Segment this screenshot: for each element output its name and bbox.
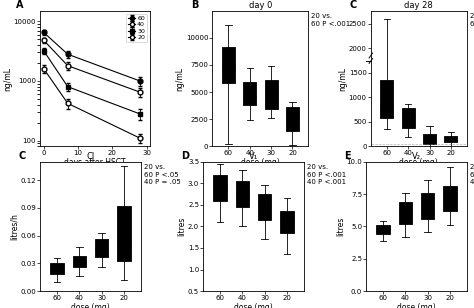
Title: V₂: V₂ bbox=[412, 152, 421, 161]
X-axis label: dose (mg): dose (mg) bbox=[400, 158, 438, 167]
PathPatch shape bbox=[264, 80, 277, 109]
PathPatch shape bbox=[421, 193, 435, 219]
Y-axis label: litres: litres bbox=[177, 217, 186, 236]
Title: Cl: Cl bbox=[86, 152, 95, 161]
Text: C: C bbox=[18, 151, 26, 161]
PathPatch shape bbox=[376, 225, 390, 234]
PathPatch shape bbox=[281, 211, 294, 233]
PathPatch shape bbox=[243, 82, 256, 105]
PathPatch shape bbox=[402, 107, 415, 128]
Text: 20 vs.
60 P <.05
40 P = .05: 20 vs. 60 P <.05 40 P = .05 bbox=[144, 164, 181, 185]
PathPatch shape bbox=[236, 181, 249, 207]
Text: 20 vs.
60 P <.001
40 P = .07: 20 vs. 60 P <.001 40 P = .07 bbox=[470, 164, 474, 185]
X-axis label: dose (mg): dose (mg) bbox=[234, 303, 273, 308]
Text: A: A bbox=[16, 0, 24, 10]
PathPatch shape bbox=[95, 239, 109, 257]
Y-axis label: litres: litres bbox=[336, 217, 345, 236]
Text: D: D bbox=[181, 151, 189, 161]
X-axis label: dose (mg): dose (mg) bbox=[241, 158, 280, 167]
Y-axis label: litres/h: litres/h bbox=[10, 213, 19, 240]
PathPatch shape bbox=[213, 175, 227, 201]
Y-axis label: ng/mL: ng/mL bbox=[338, 67, 347, 91]
PathPatch shape bbox=[222, 47, 235, 83]
X-axis label: dose (mg): dose (mg) bbox=[71, 303, 110, 308]
Legend: 60, 40, 30, 20: 60, 40, 30, 20 bbox=[126, 14, 147, 42]
PathPatch shape bbox=[50, 263, 64, 274]
Text: 20 vs.
60 P <.001: 20 vs. 60 P <.001 bbox=[311, 14, 351, 27]
PathPatch shape bbox=[423, 134, 436, 144]
Text: E: E bbox=[344, 151, 351, 161]
PathPatch shape bbox=[286, 107, 299, 131]
PathPatch shape bbox=[443, 186, 457, 211]
Y-axis label: ng/mL: ng/mL bbox=[3, 67, 12, 91]
Title: V₁: V₁ bbox=[249, 152, 258, 161]
Title: day 28: day 28 bbox=[404, 1, 433, 10]
Title: day 0: day 0 bbox=[249, 1, 272, 10]
Y-axis label: ng/mL: ng/mL bbox=[175, 67, 184, 91]
X-axis label: dose (mg): dose (mg) bbox=[397, 303, 436, 308]
PathPatch shape bbox=[445, 136, 457, 142]
PathPatch shape bbox=[258, 194, 272, 220]
PathPatch shape bbox=[399, 202, 412, 224]
X-axis label: days after HSCT: days after HSCT bbox=[64, 158, 126, 167]
Text: 20 vs.
60 P <.001
40 P <.001: 20 vs. 60 P <.001 40 P <.001 bbox=[307, 164, 346, 185]
Text: B: B bbox=[191, 0, 199, 10]
PathPatch shape bbox=[381, 80, 393, 118]
PathPatch shape bbox=[73, 256, 86, 267]
PathPatch shape bbox=[118, 206, 131, 261]
Text: C: C bbox=[350, 0, 357, 10]
Text: 20 vs.
60 P <.05: 20 vs. 60 P <.05 bbox=[470, 14, 474, 27]
